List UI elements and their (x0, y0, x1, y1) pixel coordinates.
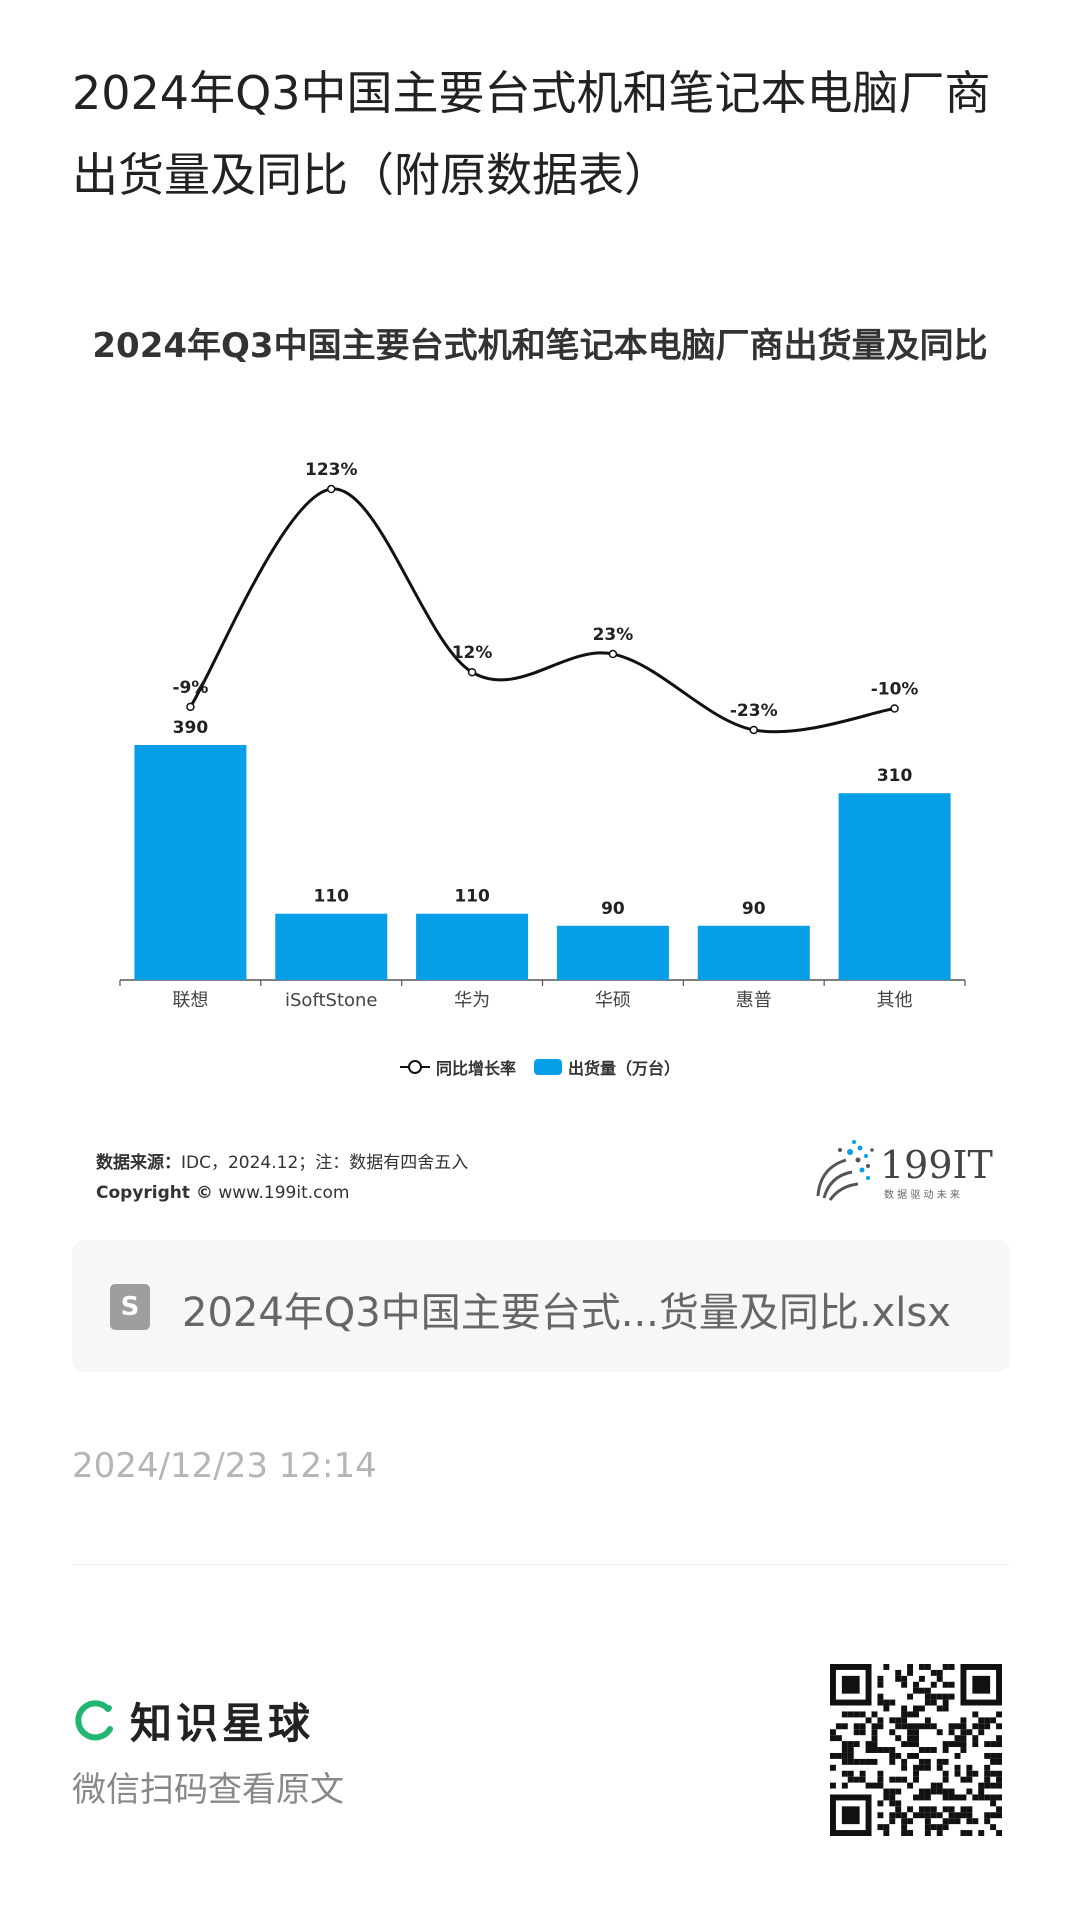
bar-0 (134, 745, 247, 980)
category-label: 其他 (877, 990, 913, 1011)
growth-point-4 (749, 725, 758, 735)
planet-ring-icon (75, 1699, 113, 1740)
bar-value-label: 310 (877, 766, 913, 786)
brand-name: 知识星球 (130, 1699, 315, 1748)
bar-value-label: 390 (173, 718, 209, 738)
legend-label-shipment: 出货量（万台） (568, 1059, 681, 1078)
spreadsheet-file-icon: S (110, 1284, 150, 1330)
logo-199-name: 199IT (880, 1143, 993, 1187)
growth-value-label: 123% (305, 460, 358, 480)
logo-199it: 199IT 数 据 驱 动 未 来 (816, 1140, 993, 1201)
category-label: 联想 (172, 990, 208, 1011)
growth-point-2 (467, 667, 477, 677)
brand: 知识星球 (72, 1690, 314, 1751)
bar-value-label: 90 (742, 899, 766, 919)
chart-legend: 同比增长率 出货量（万台） (0, 1055, 1080, 1079)
category-label: 华为 (454, 990, 490, 1011)
dandelion-logo-icon (816, 1140, 874, 1201)
copyright-url[interactable]: www.199it.com (218, 1183, 350, 1203)
category-label: 惠普 (736, 990, 772, 1011)
source-text: IDC，2024.12；注：数据有四舍五入 (181, 1153, 469, 1173)
bar-value-label: 90 (601, 899, 625, 919)
legend-item-shipment: 出货量（万台） (534, 1055, 680, 1079)
growth-value-label: 12% (452, 643, 493, 663)
chart-title: 2024年Q3中国主要台式机和笔记本电脑厂商出货量及同比 (92, 326, 988, 366)
growth-point-3 (608, 649, 618, 659)
shipment-chart: 390 联想 110 iSoftStone 110 华为 90 华硕 90 惠普 310 其他 -9% 1… (119, 460, 966, 1011)
bar-swatch-icon (534, 1059, 562, 1075)
attachment-file-name[interactable]: 2024年Q3中国主要台式...货量及同比.xlsx (182, 1290, 951, 1336)
bar-3 (556, 925, 669, 980)
line-marker-icon (399, 1060, 430, 1074)
growth-point-5 (890, 704, 899, 713)
growth-line (189, 487, 895, 734)
category-label: 华硕 (595, 990, 631, 1011)
qr-code-icon[interactable] (830, 1664, 1002, 1836)
bar-value-label: 110 (454, 887, 490, 907)
legend-item-growth: 同比增长率 (399, 1055, 516, 1079)
growth-value-label: -23% (730, 701, 778, 721)
scan-instruction: 微信扫码查看原文 (72, 1770, 344, 1810)
source-note: 数据来源：IDC，2024.12；注：数据有四舍五入 Copyright © w… (96, 1148, 468, 1208)
divider (72, 1564, 1010, 1565)
growth-value-label: 23% (593, 625, 634, 645)
growth-value-label: -9% (172, 678, 208, 698)
source-label: 数据来源： (96, 1153, 181, 1173)
post-title: 2024年Q3中国主要台式机和笔记本电脑厂商出货量及同比（附原数据表） (72, 66, 991, 202)
copyright-label: Copyright © (96, 1183, 213, 1203)
bar-2 (416, 913, 529, 980)
attachment-card[interactable]: S 2024年Q3中国主要台式...货量及同比.xlsx (72, 1240, 1010, 1372)
growth-point-0 (186, 702, 195, 712)
post-timestamp: 2024/12/23 12:14 (72, 1446, 377, 1486)
bar-4 (697, 925, 810, 980)
bar-5 (838, 793, 951, 980)
growth-value-label: -10% (871, 680, 919, 700)
category-label: iSoftStone (285, 990, 378, 1011)
legend-label-growth: 同比增长率 (435, 1059, 516, 1078)
logo-199-slogan: 数 据 驱 动 未 来 (884, 1188, 960, 1201)
bar-value-label: 110 (314, 887, 350, 907)
growth-point-1 (327, 484, 336, 494)
bar-1 (275, 913, 388, 980)
